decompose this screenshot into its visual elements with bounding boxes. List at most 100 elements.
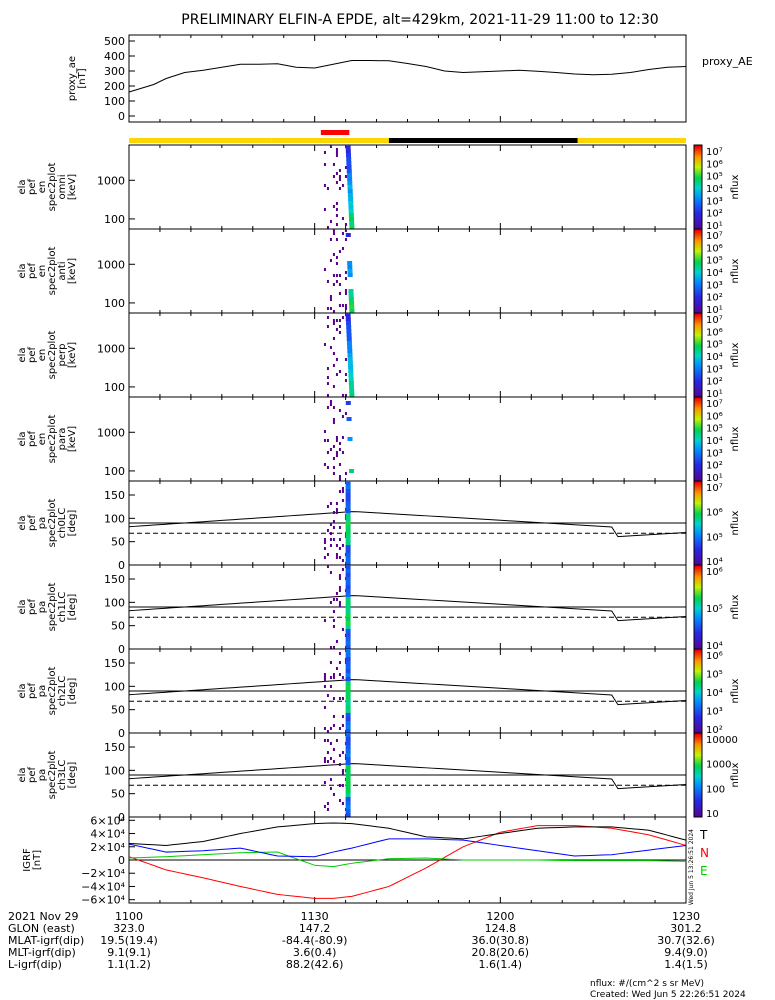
colorbar-frame xyxy=(693,732,703,818)
spectrogram-pixel xyxy=(345,549,351,553)
colorbar-cell xyxy=(694,665,702,669)
x-row-value: 323.0 xyxy=(113,922,145,935)
spectrogram-pixel xyxy=(329,220,332,223)
spectrogram-pixel xyxy=(332,466,335,469)
y-tick-label: 6×10⁴ xyxy=(90,814,125,827)
colorbar-cell xyxy=(694,802,702,805)
spectrogram-pixel xyxy=(332,283,335,286)
colorbar-tick-label: 10¹ xyxy=(706,473,723,484)
colorbar-tick-label: 10⁴ xyxy=(706,688,723,699)
spectrogram-pixel xyxy=(345,781,351,785)
colorbar-cell xyxy=(694,709,702,713)
colorbar-cell xyxy=(694,661,702,665)
colorbar-cell xyxy=(694,214,702,217)
y-tick-label: −6×10⁴ xyxy=(81,894,125,907)
colorbar-cell xyxy=(694,283,702,287)
spectrogram-pixel xyxy=(349,469,355,473)
spectrogram-pixel xyxy=(349,301,355,305)
spectrogram-pixel xyxy=(323,706,326,709)
colorbar-cell xyxy=(694,210,702,213)
colorbar-cell xyxy=(694,625,702,629)
spectrogram-pixel xyxy=(335,556,338,559)
spectrogram-pixel xyxy=(335,439,338,442)
orbit-bar-segment xyxy=(129,138,272,143)
colorbar-cell xyxy=(694,571,702,574)
y-tick-label: 1000 xyxy=(97,258,125,271)
spectrogram-pixel xyxy=(341,499,344,502)
x-row-label: L-igrf(dip) xyxy=(8,958,62,971)
y-tick-label: 4×10⁴ xyxy=(90,828,125,841)
colorbar-cell xyxy=(694,705,702,709)
spectrogram-pixel xyxy=(341,490,344,493)
y-tick-label: 50 xyxy=(111,620,125,633)
y-tick-label: 100 xyxy=(104,381,125,394)
colorbar-cell xyxy=(694,481,702,484)
colorbar-tick-label: 10⁶ xyxy=(706,243,723,254)
colorbar-cell xyxy=(694,751,702,755)
colorbar-cell xyxy=(694,739,702,742)
spectrogram-pixel xyxy=(345,553,351,557)
spectrogram-pixel xyxy=(345,757,351,761)
colorbar-cell xyxy=(694,231,702,234)
colorbar-cell xyxy=(694,621,702,625)
spectrogram-pixel xyxy=(323,538,326,541)
spectrogram-pixel xyxy=(338,250,341,253)
spectrogram-pixel xyxy=(329,787,332,790)
colorbar-cell xyxy=(694,600,702,604)
spectrogram-pixel xyxy=(335,502,338,505)
spectrogram-pixel xyxy=(347,181,353,185)
colorbar-cell xyxy=(694,487,702,490)
igrf-series-t xyxy=(128,822,687,846)
spectrogram-pixel xyxy=(349,385,355,389)
colorbar-tick-label: 10¹ xyxy=(706,389,723,400)
spectrogram-pixel xyxy=(332,205,335,208)
colorbar-cell xyxy=(694,323,702,327)
spectrogram-pixel xyxy=(345,573,351,577)
colorbar-cell xyxy=(694,693,702,696)
spectrogram-pixel xyxy=(341,451,344,454)
igrf-series-n xyxy=(128,825,687,899)
colorbar-cell xyxy=(694,319,702,322)
colorbar-cell xyxy=(694,504,702,507)
colorbar-cell xyxy=(694,176,702,180)
spectrogram-pixel xyxy=(341,304,344,307)
colorbar-cell xyxy=(694,796,702,799)
spectrogram-pixel xyxy=(346,341,352,345)
y-tick-label: 50 xyxy=(111,788,125,801)
spectrogram-pixel xyxy=(338,574,341,577)
spectrogram-pixel xyxy=(329,400,332,403)
colorbar-cell xyxy=(694,728,702,732)
spectrogram-pixel xyxy=(332,793,335,796)
y-tick-label: 1000 xyxy=(97,426,125,439)
spectrogram-pixel xyxy=(349,217,355,221)
colorbar-cell xyxy=(694,541,702,545)
y-tick-label: 100 xyxy=(104,95,125,108)
spectrogram-pixel xyxy=(345,593,351,597)
spectrogram-pixel xyxy=(338,604,341,607)
spectrogram-pixel xyxy=(348,197,354,201)
spectrogram-pixel xyxy=(344,277,347,280)
panel-frame xyxy=(128,396,687,482)
colorbar-cell xyxy=(694,567,702,570)
spectrogram-pixel xyxy=(338,754,341,757)
spectrogram-pixel xyxy=(338,304,341,307)
spectrogram-pixel xyxy=(344,229,347,232)
spectrogram-pixel xyxy=(329,676,332,679)
spectrogram-pixel xyxy=(329,532,332,535)
spectrogram-pixel xyxy=(345,481,351,485)
colorbar-cell xyxy=(694,313,702,316)
y-tick-label: −2×10⁴ xyxy=(81,867,125,880)
spectrogram-pixel xyxy=(335,148,338,151)
spectrogram-pixel xyxy=(335,598,338,601)
spectrogram-pixel xyxy=(341,724,344,727)
colorbar-cell xyxy=(694,596,702,600)
colorbar-cell xyxy=(694,781,702,784)
colorbar-cell xyxy=(694,613,702,616)
colorbar-cell xyxy=(694,483,702,486)
colorbar-cell xyxy=(694,197,702,201)
spectrogram-pixel xyxy=(347,273,353,277)
colorbar-cell xyxy=(694,651,702,654)
spectrogram-pixel xyxy=(332,619,335,622)
spectrogram-pixel xyxy=(345,761,351,765)
colorbar-cell xyxy=(694,642,702,646)
